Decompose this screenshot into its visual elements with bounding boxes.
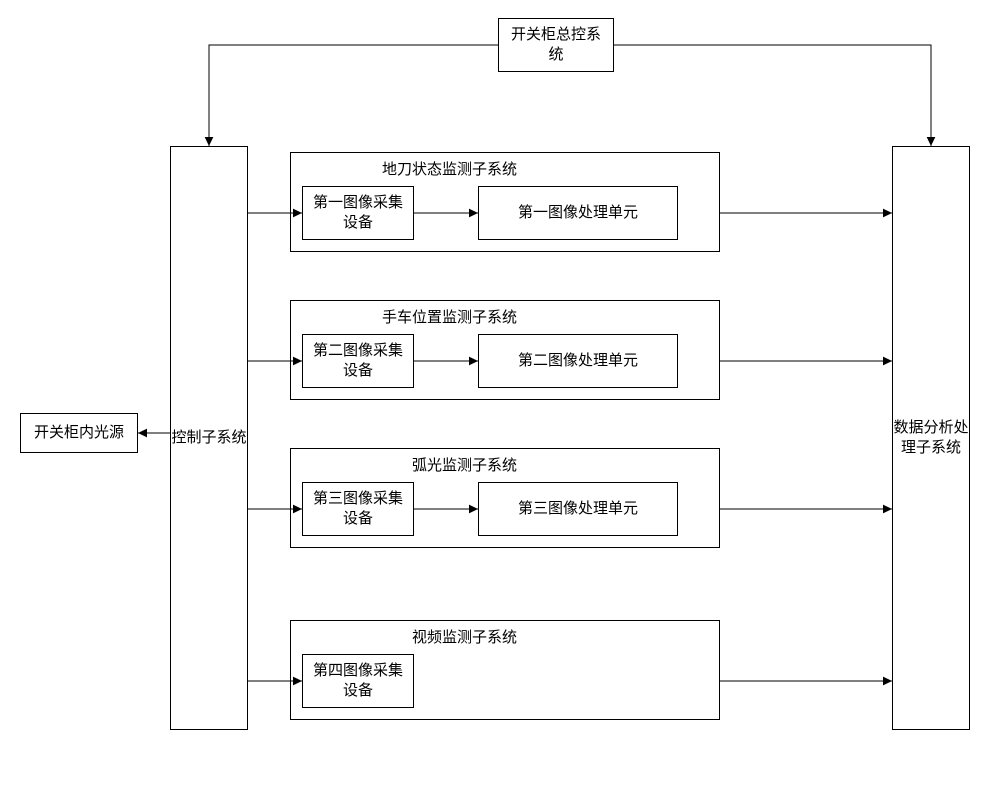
sub1_b-label: 第一图像处理单元 — [518, 203, 638, 223]
sub1_b: 第一图像处理单元 — [478, 186, 678, 240]
sub3_a: 第三图像采集设备 — [302, 482, 414, 536]
sub2_b: 第二图像处理单元 — [478, 334, 678, 388]
sub3_b-label: 第三图像处理单元 — [518, 499, 638, 519]
sub4_a-label: 第四图像采集设备 — [313, 661, 403, 702]
sub1_a-label: 第一图像采集设备 — [313, 193, 403, 234]
sub2_b-label: 第二图像处理单元 — [518, 351, 638, 371]
analysis-label: 数据分析处理子系统 — [893, 418, 968, 459]
sub2_a-label: 第二图像采集设备 — [313, 341, 403, 382]
sub1_title: 地刀状态监测子系统 — [382, 158, 517, 179]
left_small: 开关柜内光源 — [20, 413, 138, 453]
sub4_a: 第四图像采集设备 — [302, 654, 414, 708]
sub3_b: 第三图像处理单元 — [478, 482, 678, 536]
sub2_a: 第二图像采集设备 — [302, 334, 414, 388]
ctrl: 控制子系统 — [170, 146, 248, 730]
sub4_title: 视频监测子系统 — [412, 626, 517, 647]
top-label: 开关柜总控系统 — [511, 25, 601, 66]
diagram-canvas: 开关柜总控系统开关柜内光源 控制子系统 数据分析处理子系统 地刀状态监测子系统第一图像… — [0, 0, 1000, 786]
ctrl-label: 控制子系统 — [171, 428, 246, 448]
sub1_a: 第一图像采集设备 — [302, 186, 414, 240]
top: 开关柜总控系统 — [498, 18, 614, 72]
sub3_title: 弧光监测子系统 — [412, 454, 517, 475]
left_small-label: 开关柜内光源 — [34, 423, 124, 443]
analysis: 数据分析处理子系统 — [892, 146, 970, 730]
sub2_title: 手车位置监测子系统 — [382, 306, 517, 327]
sub3_a-label: 第三图像采集设备 — [313, 489, 403, 530]
